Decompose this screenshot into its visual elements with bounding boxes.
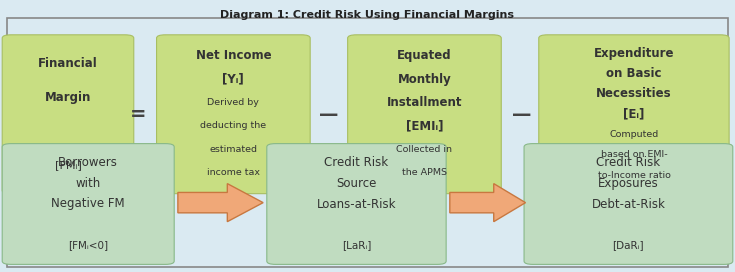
- Text: Net Income: Net Income: [196, 49, 271, 62]
- FancyBboxPatch shape: [7, 18, 728, 267]
- Text: based on EMI-: based on EMI-: [600, 150, 667, 159]
- Text: Credit Risk: Credit Risk: [596, 156, 661, 169]
- Text: on Basic: on Basic: [606, 67, 662, 80]
- FancyBboxPatch shape: [348, 35, 501, 194]
- Text: Necessities: Necessities: [596, 87, 672, 100]
- Text: [LaRᵢ]: [LaRᵢ]: [342, 240, 371, 251]
- Text: Computed: Computed: [609, 130, 659, 139]
- FancyBboxPatch shape: [2, 35, 134, 194]
- FancyBboxPatch shape: [2, 144, 174, 264]
- Text: [EMIᵢ]: [EMIᵢ]: [406, 119, 443, 132]
- Text: Debt-at-Risk: Debt-at-Risk: [592, 197, 665, 211]
- Text: [Eᵢ]: [Eᵢ]: [623, 108, 645, 121]
- FancyBboxPatch shape: [157, 35, 310, 194]
- Text: deducting the: deducting the: [201, 122, 266, 131]
- Text: Negative FM: Negative FM: [51, 197, 125, 211]
- Text: =: =: [130, 105, 146, 124]
- Text: Monthly: Monthly: [398, 73, 451, 86]
- Text: Source: Source: [337, 177, 376, 190]
- Text: estimated: estimated: [209, 145, 257, 154]
- Text: Financial: Financial: [38, 57, 98, 70]
- Text: Equated: Equated: [397, 49, 452, 62]
- Text: with: with: [76, 177, 101, 190]
- Polygon shape: [450, 184, 526, 222]
- Text: Exposures: Exposures: [598, 177, 659, 190]
- Text: Credit Risk: Credit Risk: [324, 156, 389, 169]
- Text: to-Income ratio: to-Income ratio: [598, 171, 670, 180]
- Text: Margin: Margin: [45, 91, 91, 104]
- Text: Installment: Installment: [387, 96, 462, 109]
- Text: Collected in: Collected in: [396, 145, 453, 154]
- Text: the APMS: the APMS: [402, 168, 447, 177]
- Text: [DaRᵢ]: [DaRᵢ]: [612, 240, 645, 251]
- Text: Derived by: Derived by: [207, 98, 259, 107]
- Text: [FMᵢ<0]: [FMᵢ<0]: [68, 240, 108, 251]
- Text: Expenditure: Expenditure: [594, 47, 674, 60]
- Text: income tax: income tax: [207, 168, 260, 177]
- Text: [Yᵢ]: [Yᵢ]: [223, 73, 244, 86]
- Text: —: —: [319, 105, 338, 124]
- Text: Loans-at-Risk: Loans-at-Risk: [317, 197, 396, 211]
- Text: [FMᵢ]: [FMᵢ]: [54, 160, 82, 170]
- FancyBboxPatch shape: [524, 144, 733, 264]
- Text: —: —: [512, 105, 531, 124]
- FancyBboxPatch shape: [539, 35, 729, 194]
- Polygon shape: [178, 184, 263, 222]
- Text: Borrowers: Borrowers: [58, 156, 118, 169]
- FancyBboxPatch shape: [267, 144, 446, 264]
- Text: Diagram 1: Credit Risk Using Financial Margins: Diagram 1: Credit Risk Using Financial M…: [220, 10, 514, 20]
